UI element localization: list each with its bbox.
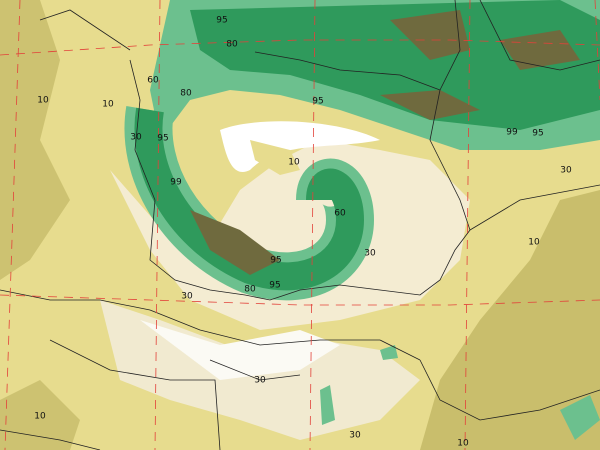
humid-region	[190, 0, 600, 130]
humid-spot	[320, 345, 600, 440]
country-border	[129, 0, 471, 301]
contour-label: 95	[312, 97, 323, 107]
dry-region	[420, 190, 600, 450]
humid-swirl	[134, 107, 365, 291]
contour-label: 30	[364, 249, 376, 259]
contour-label: 10	[457, 439, 469, 449]
contour-label: 30	[130, 133, 142, 143]
contour-label: 30	[181, 292, 193, 302]
contour-label: 60	[334, 209, 346, 219]
contour-label: 95	[269, 281, 280, 291]
contour-label: 95	[270, 256, 281, 266]
contour-label: 80	[180, 89, 192, 99]
contour-label: 10	[102, 100, 114, 110]
contour-label: 95	[216, 16, 227, 26]
contour-label: 30	[349, 431, 361, 441]
very-humid-region	[190, 210, 280, 275]
contour-label: 10	[34, 412, 46, 422]
contour-label: 10	[528, 238, 540, 248]
contour-label: 30	[560, 166, 572, 176]
contour-label: 99	[170, 178, 182, 188]
very-humid-region	[380, 10, 580, 120]
contour-label: 60	[147, 76, 159, 86]
contour-label: 80	[244, 285, 256, 295]
contour-label: 99	[506, 128, 518, 138]
contour-label: 10	[288, 158, 300, 168]
dry-core	[250, 140, 300, 175]
contour-label: 95	[157, 134, 168, 144]
contour-label: 10	[37, 96, 49, 106]
dry-region	[0, 380, 80, 450]
contour-label: 80	[226, 40, 238, 50]
moist-region	[110, 140, 470, 330]
contour-label: 30	[254, 376, 266, 386]
contour-label: 95	[532, 129, 543, 139]
moist-region	[140, 320, 340, 380]
